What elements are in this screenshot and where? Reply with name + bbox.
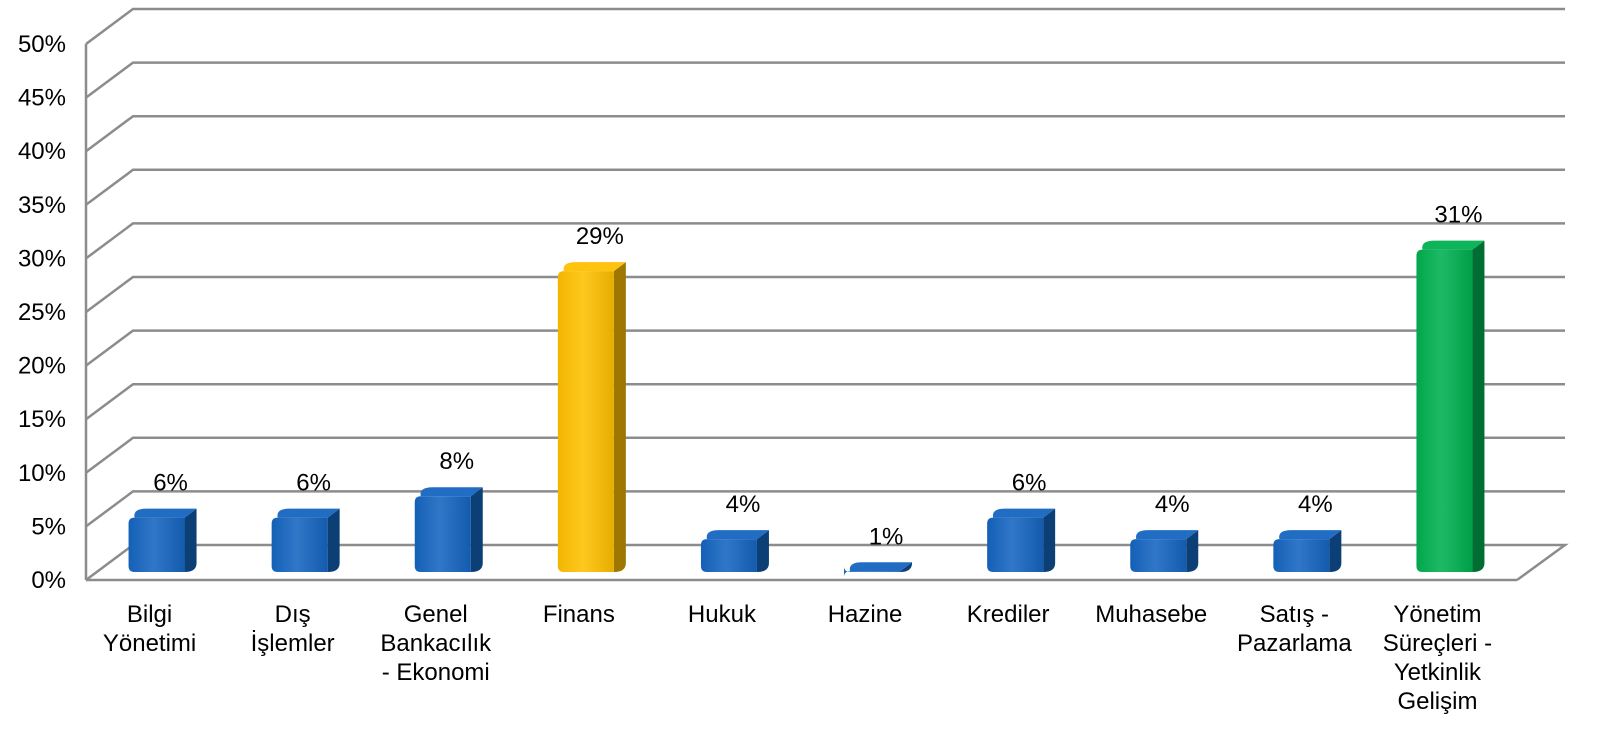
gridline bbox=[85, 490, 1565, 528]
category-label: Hukuk bbox=[688, 601, 757, 628]
category-label: Satış -Pazarlama bbox=[1237, 601, 1352, 657]
y-tick-label: 0% bbox=[31, 567, 66, 594]
category-label: Muhasebe bbox=[1095, 601, 1207, 628]
category-label: Finans bbox=[543, 601, 615, 628]
bar bbox=[128, 508, 197, 572]
gridline bbox=[85, 168, 1565, 206]
gridline bbox=[85, 61, 1565, 99]
data-label: 6% bbox=[153, 470, 188, 497]
data-labels: 6% 6% 8% 29% 4% 1% 6% 4% 4% 31% bbox=[153, 202, 1482, 551]
y-tick-label: 5% bbox=[31, 513, 66, 540]
bars bbox=[128, 240, 1485, 578]
category-label: Hazine bbox=[828, 601, 903, 628]
data-label: 4% bbox=[1155, 491, 1190, 518]
gridline bbox=[85, 436, 1565, 474]
bar bbox=[844, 562, 913, 578]
x-axis-category-labels: Bilgi Yönetimi Dış İşlemler Genel Bankacılık -… bbox=[103, 601, 1492, 715]
data-label: 4% bbox=[726, 491, 761, 518]
gridline bbox=[85, 543, 1569, 582]
bar bbox=[987, 508, 1056, 572]
bar bbox=[271, 508, 340, 572]
y-tick-label: 40% bbox=[18, 138, 66, 165]
y-tick-label: 15% bbox=[18, 406, 66, 433]
gridline bbox=[85, 114, 1565, 153]
data-label: 6% bbox=[296, 470, 331, 497]
category-label: Bilgi Yönetimi bbox=[103, 601, 196, 657]
bar bbox=[1130, 530, 1199, 572]
y-tick-label: 25% bbox=[18, 299, 66, 326]
data-label: 31% bbox=[1434, 202, 1482, 229]
y-tick-label: 10% bbox=[18, 460, 66, 487]
category-label: Yönetim Süreçleri -Yetkinlik Gelişim bbox=[1383, 601, 1492, 715]
y-tick-label: 35% bbox=[18, 192, 66, 219]
data-label: 29% bbox=[576, 223, 624, 250]
y-axis-tick-labels: 0% 5% 10% 15% 20% 25% 30% 35% 40% 45% 50% bbox=[18, 31, 66, 594]
gridline bbox=[85, 222, 1565, 260]
category-label: Genel Bankacılık - Ekonomi bbox=[380, 601, 492, 686]
gridline bbox=[85, 275, 1565, 314]
bar bbox=[1416, 240, 1485, 572]
data-label: 1% bbox=[869, 523, 904, 550]
y-tick-label: 30% bbox=[18, 245, 66, 272]
data-label: 6% bbox=[1012, 470, 1047, 497]
data-label: 8% bbox=[439, 448, 474, 475]
y-tick-label: 45% bbox=[18, 85, 66, 112]
gridlines bbox=[84, 7, 1569, 582]
bar bbox=[700, 530, 769, 572]
y-tick-label: 20% bbox=[18, 353, 66, 380]
category-label: Krediler bbox=[967, 601, 1050, 628]
bar bbox=[557, 262, 626, 572]
gridline bbox=[85, 7, 1565, 46]
gridline bbox=[85, 382, 1565, 421]
data-label: 4% bbox=[1298, 491, 1333, 518]
category-label: Dış İşlemler bbox=[251, 601, 335, 657]
y-tick-label: 50% bbox=[18, 31, 66, 58]
gridline bbox=[85, 329, 1565, 367]
bar bbox=[1273, 530, 1342, 572]
bar bbox=[414, 487, 483, 572]
